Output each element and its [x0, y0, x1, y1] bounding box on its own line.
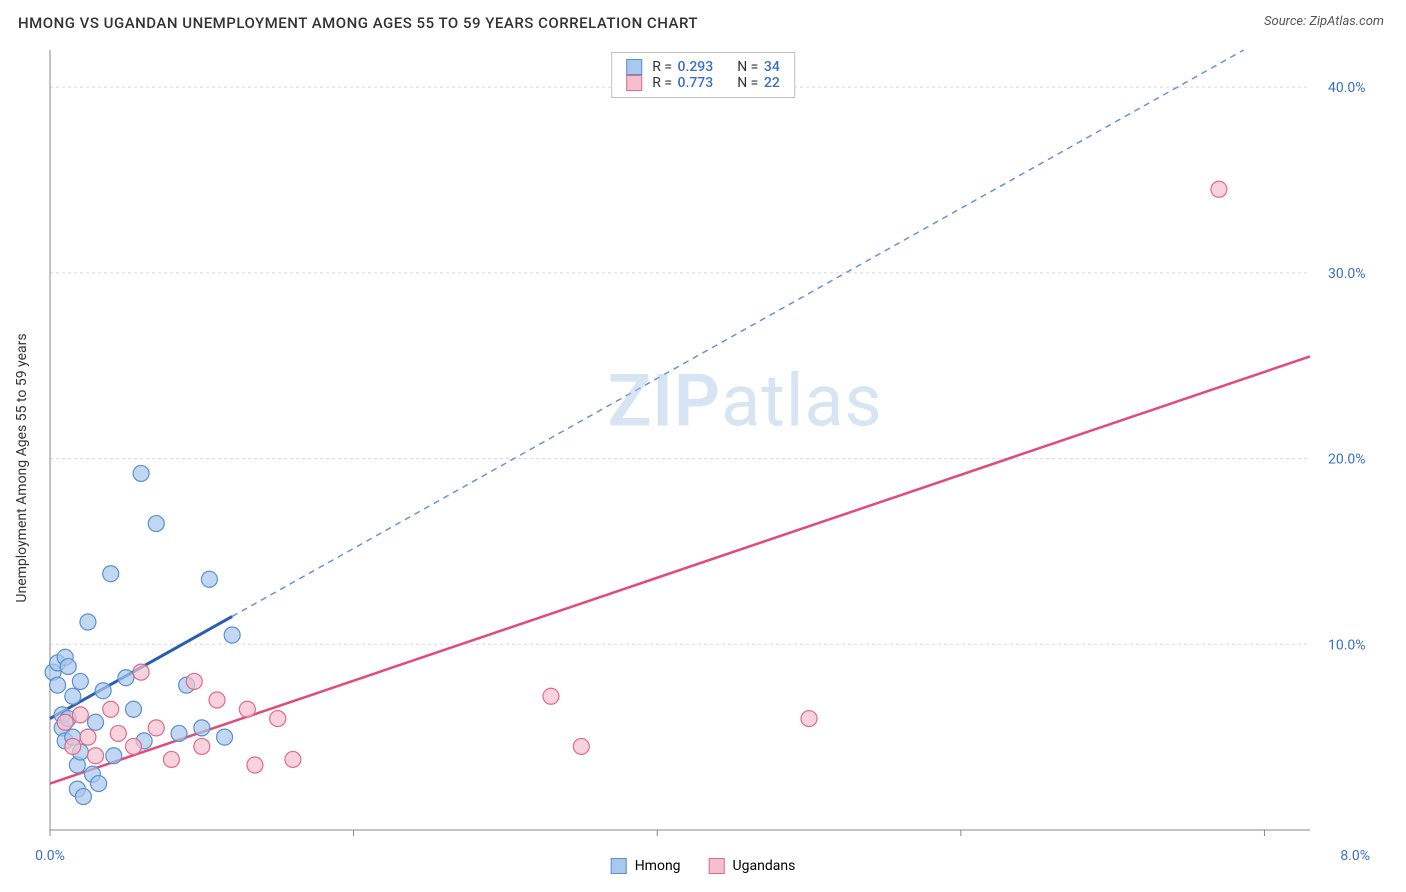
stats-legend: R = 0.293 N = 34 R = 0.773 N = 22: [611, 52, 795, 98]
svg-text:40.0%: 40.0%: [1328, 80, 1366, 96]
legend-row-ugandans: R = 0.773 N = 22: [626, 75, 780, 91]
legend-row-hmong: R = 0.293 N = 34: [626, 59, 780, 75]
legend-item-hmong: Hmong: [611, 858, 681, 874]
series-legend: Hmong Ugandans: [611, 858, 796, 874]
legend-label: Ugandans: [733, 858, 796, 874]
swatch-hmong-icon: [611, 858, 627, 874]
svg-text:20.0%: 20.0%: [1328, 452, 1366, 468]
legend-item-ugandans: Ugandans: [709, 858, 796, 874]
svg-text:10.0%: 10.0%: [1328, 637, 1366, 653]
swatch-ugandans: [626, 75, 642, 91]
swatch-ugandans-icon: [709, 858, 725, 874]
correlation-chart: 10.0% 20.0% 30.0% 40.0% 0.0% 8.0%: [0, 0, 1406, 892]
svg-text:0.0%: 0.0%: [35, 848, 65, 864]
svg-text:30.0%: 30.0%: [1328, 266, 1366, 282]
swatch-hmong: [626, 59, 642, 75]
svg-text:8.0%: 8.0%: [1340, 848, 1370, 864]
legend-label: Hmong: [635, 858, 681, 874]
